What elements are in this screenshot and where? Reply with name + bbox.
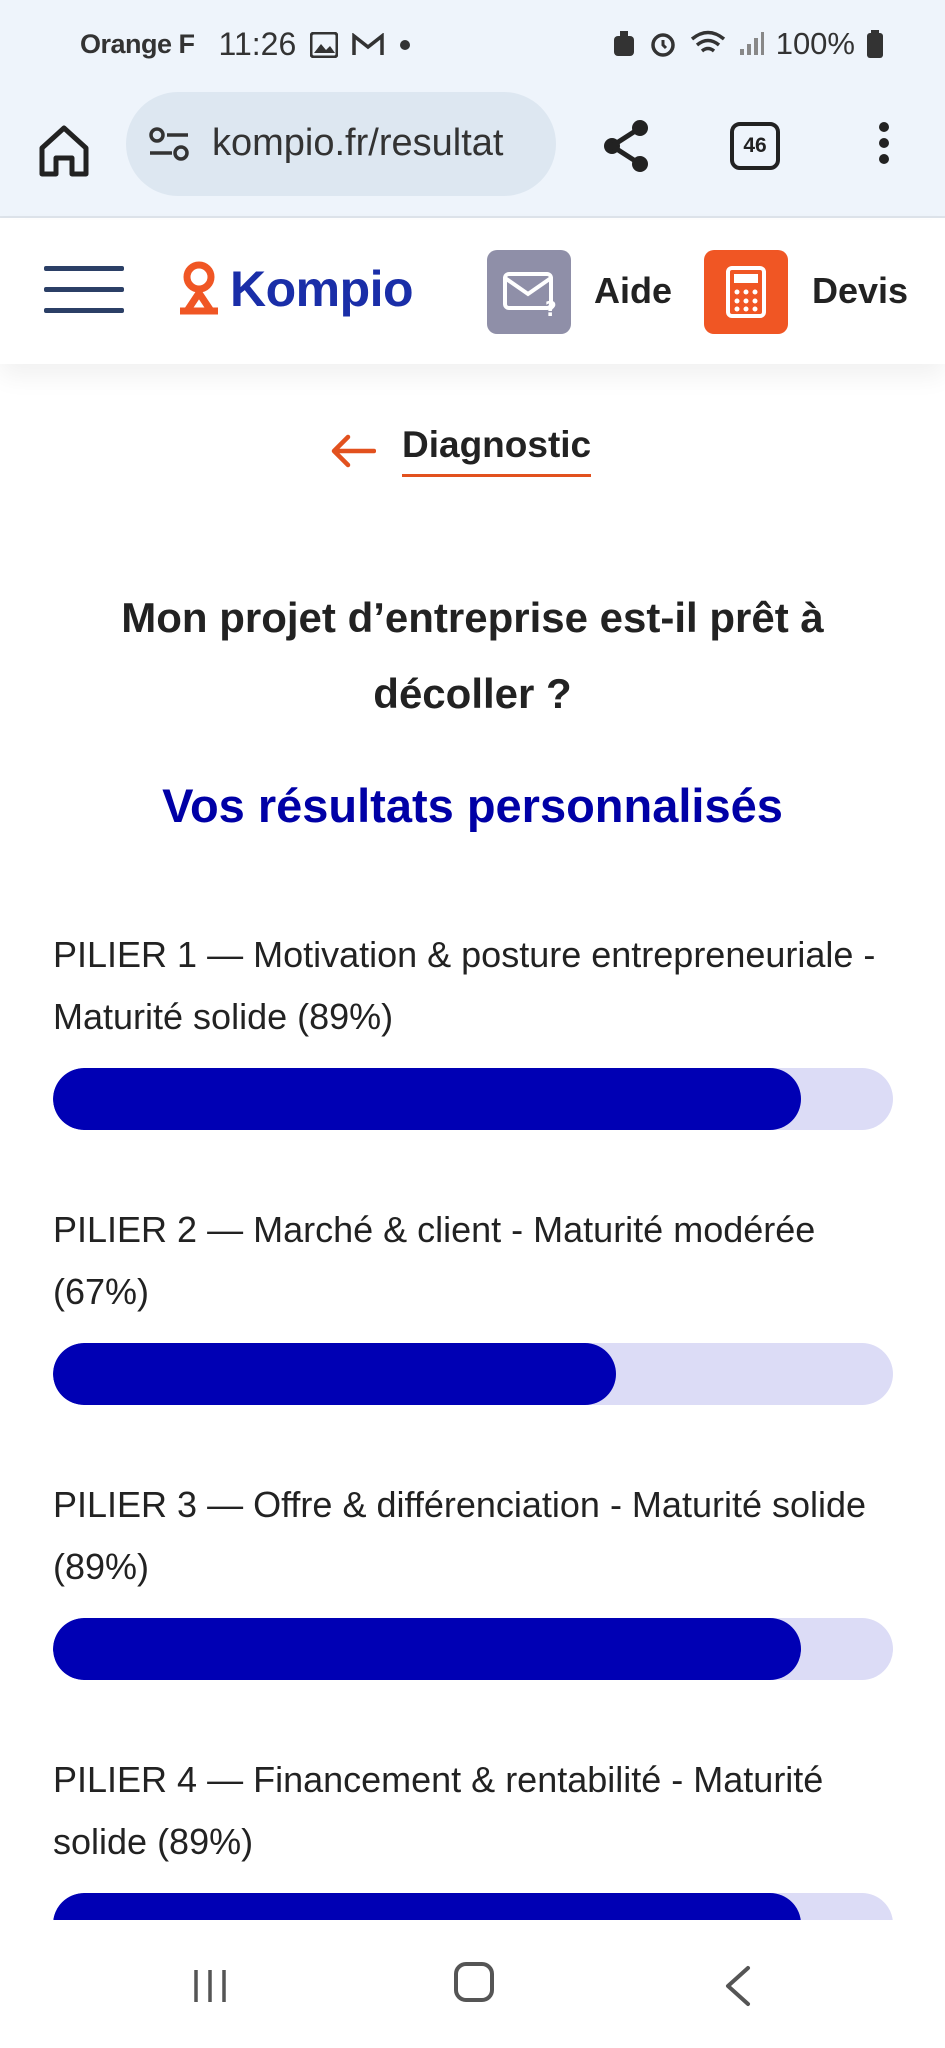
more-vert-icon[interactable] [872,118,896,178]
progress-bar [53,1618,893,1680]
site-header: Kompio ? Aide Devis [0,220,945,364]
devis-button[interactable] [704,250,788,334]
progress-fill [53,1068,801,1130]
aide-label[interactable]: Aide [594,270,673,311]
progress-fill [53,1343,616,1405]
battery-percent: 100% [775,26,855,61]
url-text[interactable]: kompio.fr/resultat [212,122,504,164]
svg-text:?: ? [545,297,557,321]
home-icon[interactable] [36,120,92,180]
progress-bar [53,1343,893,1405]
tabs-icon[interactable]: 46 [730,122,780,170]
pillar-2: PILIER 2 — Marché & client - Maturité mo… [53,1199,893,1405]
gmail-icon [352,32,384,55]
mail-help-icon: ? [503,272,557,321]
pillar-label: PILIER 1 — Motivation & posture entrepre… [53,934,876,1037]
recent-apps-icon[interactable] [190,1966,230,2006]
pillar-label: PILIER 4 — Financement & rentabilité - M… [53,1759,824,1862]
pillar-label: PILIER 2 — Marché & client - Maturité mo… [53,1209,816,1312]
alarm-icon [650,33,675,57]
calculator-icon [726,266,766,318]
status-bar: Orange F 11:26 100% [0,0,945,92]
carrier-label: Orange F [80,29,195,59]
devis-label[interactable]: Devis [812,270,909,311]
share-icon[interactable] [598,116,654,176]
sync-icon [613,31,634,56]
signal-icon [739,32,764,55]
back-label[interactable]: Diagnostic [402,424,592,477]
pillar-label: PILIER 3 — Offre & différenciation - Mat… [53,1484,867,1587]
kompio-logo[interactable]: Kompio [176,260,414,318]
progress-bar [53,1068,893,1130]
address-bar[interactable]: kompio.fr/resultat [126,92,556,196]
system-nav-bar [0,1920,945,2048]
hamburger-menu-icon[interactable] [44,266,124,318]
logo-person-icon [180,261,218,315]
back-link[interactable]: Diagnostic [330,424,592,477]
home-nav-icon[interactable] [454,1962,494,2002]
wifi-icon [690,30,725,53]
page-title: Mon projet d’entreprise est-il prêt à dé… [121,594,824,717]
browser-toolbar: kompio.fr/resultat 46 [0,92,945,218]
clock: 11:26 [218,26,297,62]
results-subtitle: Vos résultats personnalisés [162,779,783,832]
pillar-4: PILIER 4 — Financement & rentabilité - M… [53,1749,893,1955]
dot-icon [400,39,411,50]
progress-fill [53,1618,801,1680]
image-icon [310,31,339,58]
pillar-1: PILIER 1 — Motivation & posture entrepre… [53,924,893,1130]
back-nav-icon[interactable] [720,1964,756,2008]
pillar-3: PILIER 3 — Offre & différenciation - Mat… [53,1474,893,1680]
tune-icon[interactable] [148,126,190,162]
battery-icon [867,30,883,58]
arrow-left-icon [331,434,376,467]
logo-text: Kompio [230,261,414,317]
aide-button[interactable]: ? [487,250,571,334]
